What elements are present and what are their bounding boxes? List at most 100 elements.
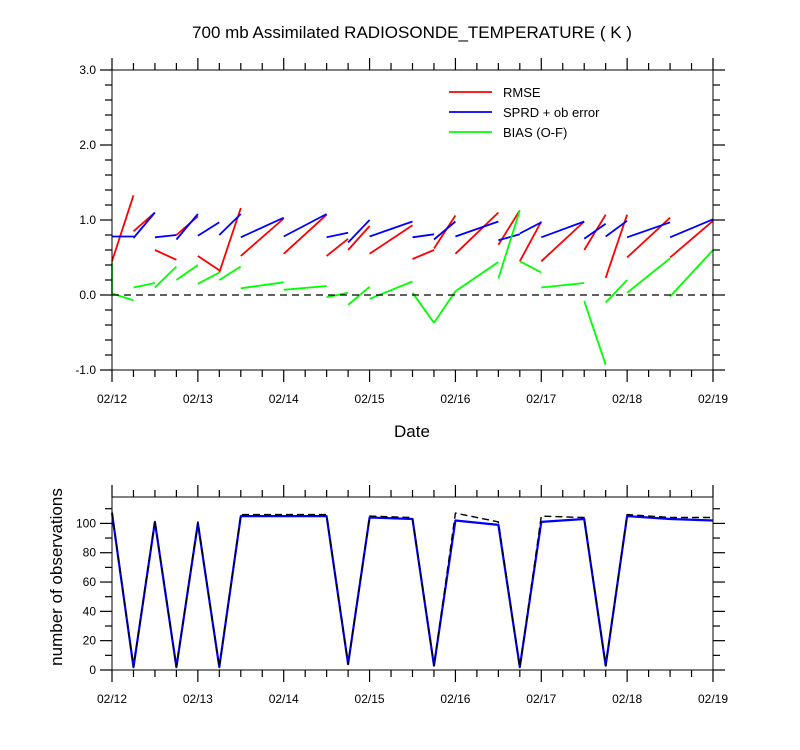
series-bias-o-f-segment	[605, 279, 628, 304]
series-bias-o-f-segment	[326, 291, 349, 299]
top-x-tick-label: 02/17	[526, 392, 556, 406]
series-sprd-ob-error-segment	[240, 216, 285, 239]
series-sprd-ob-error-segment	[412, 233, 435, 239]
legend-label-rmse: RMSE	[503, 85, 541, 100]
series-bias-o-f-segment	[218, 265, 242, 281]
series-sprd-ob-error-segment	[433, 220, 456, 241]
series-bias-o-f-segment	[240, 281, 284, 290]
series-bias-o-f-segment	[133, 282, 156, 289]
series-bias-o-f-segment	[154, 265, 178, 289]
series-rmse-segment	[540, 220, 585, 262]
legend: RMSE SPRD + ob error BIAS (O-F)	[449, 85, 600, 140]
bottom-x-tick-label: 02/17	[526, 692, 556, 706]
top-x-tick-label: 02/13	[183, 392, 213, 406]
top-y-tick-label: 0.0	[79, 288, 96, 302]
bottom-x-tick-labels: 02/12 02/13 02/14 02/15 02/16 02/17 02/18 02/19	[97, 692, 728, 706]
series-sprd-ob-error-segment	[347, 219, 371, 244]
top-y-tick-label: 2.0	[79, 138, 96, 152]
series-sprd-ob-error-segment	[583, 223, 607, 240]
bottom-x-tick-label: 02/15	[355, 692, 385, 706]
series-sprd-ob-error-segment	[175, 213, 199, 241]
series-bias-o-f-segment	[433, 290, 457, 324]
series-sprd-ob-error-segment	[669, 218, 714, 239]
bottom-series-group	[110, 511, 714, 669]
bottom-y-tick-label: 100	[76, 516, 96, 530]
series-rmse-segment	[433, 215, 457, 249]
series-bias-o-f-segment	[175, 264, 199, 281]
series-rmse-segment	[240, 217, 285, 257]
top-panel: -1.00.01.02.03.0 02/12 02/13 02/14 02/15 02/…	[75, 58, 728, 406]
bottom-y-tick-label: 0	[89, 663, 96, 677]
bottom-x-tick-label: 02/18	[612, 692, 642, 706]
top-x-tick-label: 02/16	[440, 392, 470, 406]
series-sprd-ob-error-segment	[154, 234, 177, 239]
legend-label-bias-o-f: BIAS (O-F)	[503, 125, 567, 140]
bottom-y-tick-label: 60	[83, 575, 97, 589]
series-rmse-segment	[326, 238, 349, 257]
top-plot-frame	[111, 69, 714, 371]
bottom-x-tick-label: 02/13	[183, 692, 213, 706]
series-bias-o-f-segment	[519, 260, 542, 274]
series-rmse-segment	[111, 195, 135, 262]
series-sprd-ob-error-segment	[197, 221, 220, 237]
top-y-tick-label: 1.0	[79, 213, 96, 227]
top-x-tick-label: 02/15	[355, 392, 385, 406]
series-bias-o-f-segment	[347, 286, 371, 306]
bottom-x-tick-label: 02/19	[698, 692, 728, 706]
series-rmse-segment	[669, 220, 714, 259]
series-sprd-ob-error-segment	[519, 221, 542, 235]
series-sprd-ob-error-segment	[498, 233, 521, 242]
bottom-x-tick-label: 02/12	[97, 692, 127, 706]
series-bias-o-f-segment	[626, 257, 671, 294]
series-sprd-ob-error-segment	[283, 213, 328, 238]
bottom-y-tick-label: 80	[83, 546, 97, 560]
top-x-tick-label: 02/18	[612, 392, 642, 406]
series-rmse-segment	[197, 255, 220, 272]
series-rmse-segment	[454, 211, 500, 255]
series-bias-o-f-segment	[411, 292, 435, 324]
bottom-y-tick-label: 20	[83, 634, 97, 648]
top-y-tick-labels: -1.0 0.0 1.0 2.0 3.0	[75, 63, 96, 377]
bottom-x-tick-label: 02/16	[440, 692, 470, 706]
series-rmse-segment	[604, 214, 628, 279]
top-x-tick-labels: 02/12 02/13 02/14 02/15 02/16 02/17 02/18 02/19	[97, 392, 728, 406]
series-rmse-segment	[347, 225, 371, 251]
bottom-ticks	[100, 485, 725, 682]
series-sprd-ob-error-segment	[626, 221, 671, 239]
series-observations-assimilated	[110, 512, 714, 669]
legend-label-sprd-ob-error: SPRD + ob error	[503, 105, 600, 120]
bottom-x-tick-label: 02/14	[269, 692, 299, 706]
series-sprd-ob-error-segment	[369, 220, 413, 238]
series-bias-o-f-segment	[197, 271, 220, 285]
series-bias-o-f-segment	[454, 261, 499, 293]
series-bias-o-f-segment	[369, 280, 413, 300]
series-observations-possible	[111, 511, 713, 668]
series-bias-o-f-segment	[497, 210, 521, 279]
series-bias-o-f-segment	[283, 285, 327, 291]
top-y-tick-label: -1.0	[75, 363, 96, 377]
series-rmse-segment	[283, 214, 328, 255]
series-bias-o-f-segment	[669, 249, 714, 298]
series-rmse-segment	[519, 221, 543, 262]
series-sprd-ob-error-segment	[132, 211, 156, 239]
series-sprd-ob-error-segment	[605, 220, 628, 238]
series-bias-o-f-segment	[583, 300, 607, 366]
series-rmse-segment	[369, 224, 413, 255]
x-axis-title: Date	[394, 422, 430, 441]
series-sprd-ob-error-segment	[218, 213, 242, 236]
series-bias-o-f-segment	[541, 282, 585, 289]
series-sprd-ob-error-segment	[540, 220, 585, 239]
top-ticks	[100, 58, 725, 382]
chart-title: 700 mb Assimilated RADIOSONDE_TEMPERATUR…	[192, 23, 632, 42]
top-x-tick-label: 02/14	[269, 392, 299, 406]
top-series-group	[111, 195, 714, 366]
top-x-tick-label: 02/12	[97, 392, 127, 406]
top-y-tick-label: 3.0	[79, 63, 96, 77]
series-rmse-segment	[412, 249, 435, 260]
y-axis-title: number of observations	[47, 488, 66, 666]
series-rmse-segment	[154, 249, 177, 261]
top-x-tick-label: 02/19	[698, 392, 728, 406]
bottom-y-tick-label: 40	[83, 604, 97, 618]
